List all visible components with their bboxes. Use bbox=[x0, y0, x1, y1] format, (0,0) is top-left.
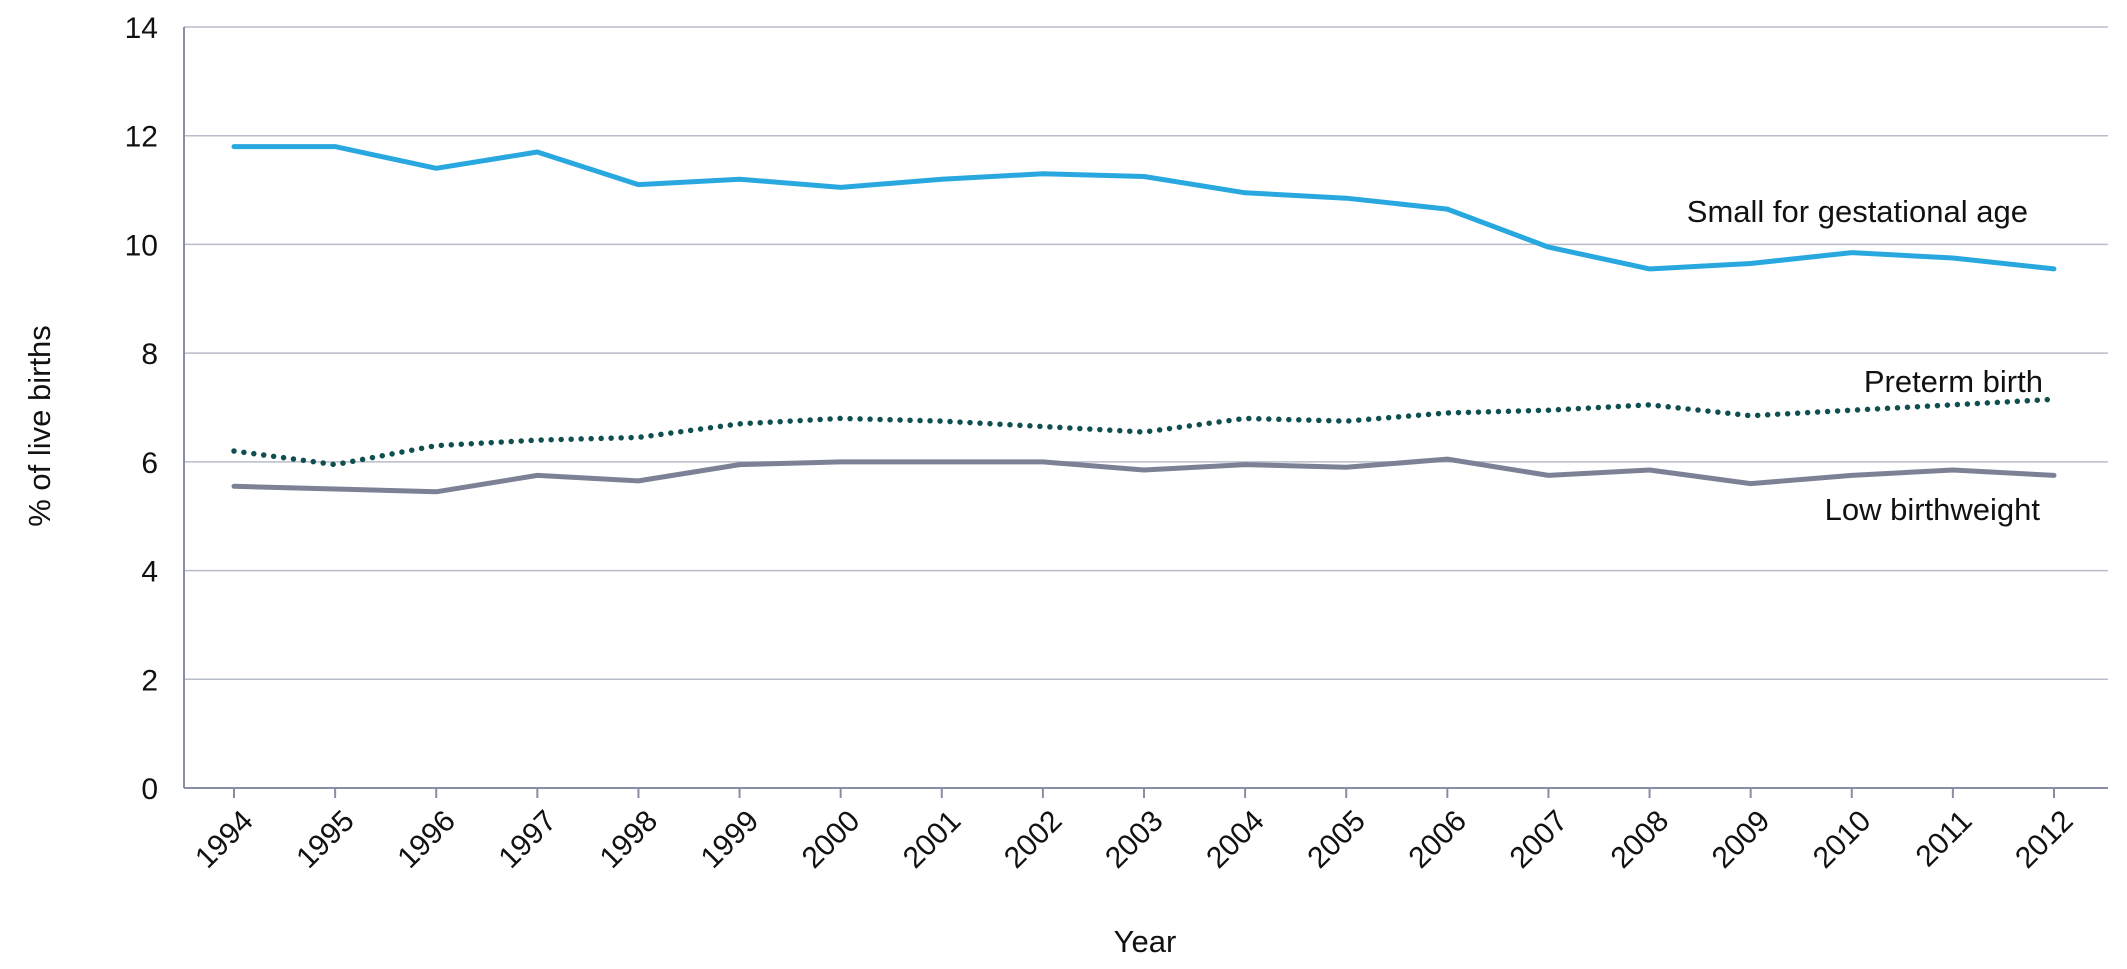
series-label-1: Preterm birth bbox=[1864, 364, 2043, 399]
x-tick-label: 2008 bbox=[1605, 804, 1676, 875]
y-tick-label: 8 bbox=[141, 338, 158, 371]
x-tick-label: 2011 bbox=[1910, 804, 1979, 873]
x-tick-labels: 1994 1995 1996 1997 1998 1999 2000 2001 2002 2003… bbox=[189, 804, 2080, 875]
series-labels: Small for gestational age Preterm birth Lo… bbox=[1687, 194, 2043, 527]
x-tick-label: 1995 bbox=[290, 804, 361, 875]
y-axis-title: % of live births bbox=[22, 325, 57, 527]
y-tick-label: 10 bbox=[125, 229, 158, 262]
x-tick-label: 1996 bbox=[391, 804, 462, 875]
x-tick-label: 2012 bbox=[2009, 804, 2080, 875]
y-tick-label: 4 bbox=[141, 556, 158, 589]
series-line-1 bbox=[231, 396, 2057, 468]
gridlines bbox=[184, 26, 2108, 681]
x-tick-label: 2003 bbox=[1099, 804, 1170, 875]
series-line-0 bbox=[231, 144, 2057, 272]
x-tick-label: 2004 bbox=[1200, 804, 1271, 875]
x-tick-label: 1994 bbox=[189, 804, 260, 875]
y-tick-label: 12 bbox=[125, 121, 158, 154]
y-tick-label: 0 bbox=[141, 773, 158, 806]
x-tick-label: 2000 bbox=[796, 804, 867, 875]
y-tick-label: 6 bbox=[141, 447, 158, 480]
x-tick-label: 1999 bbox=[695, 804, 766, 875]
series-lines bbox=[231, 144, 2057, 495]
x-axis-title: Year bbox=[1114, 924, 1177, 959]
series-line-2 bbox=[231, 456, 2057, 495]
x-tick-label: 2002 bbox=[998, 804, 1069, 875]
series-label-0: Small for gestational age bbox=[1687, 194, 2028, 229]
x-tick-label: 2001 bbox=[897, 804, 968, 875]
series-label-2: Low birthweight bbox=[1825, 492, 2041, 527]
x-tick-label: 2007 bbox=[1504, 804, 1575, 875]
axes bbox=[183, 27, 2108, 798]
y-tick-label: 14 bbox=[125, 12, 158, 45]
x-tick-label: 1997 bbox=[492, 804, 563, 875]
x-tick-label: 2009 bbox=[1706, 804, 1777, 875]
x-tick-label: 2006 bbox=[1402, 804, 1473, 875]
x-tick-label: 2010 bbox=[1807, 804, 1878, 875]
y-tick-label: 2 bbox=[141, 664, 158, 697]
x-tick-label: 2005 bbox=[1301, 804, 1372, 875]
y-tick-labels: 0 2 4 6 8 10 12 14 bbox=[125, 12, 158, 806]
x-tick-label: 1998 bbox=[594, 804, 665, 875]
